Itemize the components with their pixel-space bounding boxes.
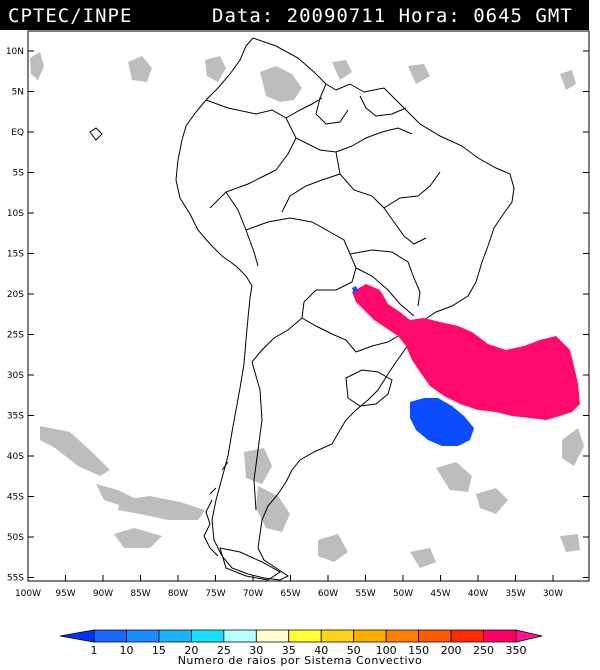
colorbar-label: 40 — [314, 644, 328, 657]
colorbar-swatch — [450, 629, 484, 643]
latitude-label: 5N — [12, 88, 24, 98]
longitude-label: 75W — [205, 589, 225, 599]
colorbar-label: 35 — [282, 644, 296, 657]
colorbar-label: 200 — [441, 644, 462, 657]
colorbar-swatch — [59, 629, 95, 643]
latitude-label: 35S — [7, 412, 24, 422]
colorbar-swatch — [353, 629, 387, 643]
convective-systems — [352, 284, 580, 446]
latitude-label: 50S — [7, 533, 24, 543]
latitude-label: 25S — [7, 331, 24, 341]
colorbar-label: 250 — [473, 644, 494, 657]
colorbar-label: 25 — [217, 644, 231, 657]
latitude-label: 10N — [6, 47, 24, 57]
colorbar-label: 15 — [152, 644, 166, 657]
latitude-label: 15S — [7, 250, 24, 260]
longitude-label: 30W — [543, 589, 563, 599]
colorbar-label: 100 — [376, 644, 397, 657]
longitude-label: 100W — [15, 589, 41, 599]
longitude-label: 95W — [55, 589, 75, 599]
date-time-label: Data: 20090711 Hora: 0645 GMT — [212, 5, 573, 27]
colorbar-label: 1 — [91, 644, 98, 657]
magenta-system-main — [352, 284, 580, 420]
longitude-label: 50W — [393, 589, 413, 599]
colorbar: 1 10 15 20 25 30 35 40 50 100 150 200 250 350 — [59, 629, 543, 657]
latitude-label: EQ — [11, 128, 24, 138]
longitude-label: 70W — [243, 589, 263, 599]
longitude-label: 60W — [318, 589, 338, 599]
colorbar-swatch — [288, 629, 322, 643]
colorbar-swatch — [418, 629, 452, 643]
country-borders — [205, 83, 441, 511]
title-bar: CPTEC/INPE Data: 20090711 Hora: 0645 GMT — [0, 0, 589, 30]
latitude-label: 5S — [13, 169, 25, 179]
latitude-label: 20S — [7, 290, 24, 300]
latitude-label: 30S — [7, 371, 24, 381]
colorbar-swatch — [93, 629, 127, 643]
colorbar-swatch — [190, 629, 225, 643]
latitude-label: 55S — [7, 574, 24, 584]
longitude-label: 85W — [130, 589, 150, 599]
colorbar-swatch — [255, 629, 290, 643]
longitude-label: 35W — [505, 589, 525, 599]
longitude-ticks: 100W 95W 90W 85W 80W 75W 70W 65W 60W 55W 50W 45W 40W… — [15, 575, 563, 599]
colorbar-swatch — [158, 629, 192, 643]
colorbar-label: 20 — [184, 644, 198, 657]
cloud-cover — [30, 52, 584, 568]
colorbar-label: 30 — [249, 644, 263, 657]
longitude-label: 45W — [430, 589, 450, 599]
land-borders — [89, 37, 515, 581]
longitude-label: 90W — [93, 589, 113, 599]
longitude-label: 55W — [355, 589, 375, 599]
uruguay-outline — [345, 369, 393, 407]
colorbar-swatch — [385, 629, 420, 643]
source-label: CPTEC/INPE — [8, 5, 133, 27]
longitude-label: 80W — [168, 589, 188, 599]
latitude-label: 40S — [7, 452, 24, 462]
blue-system — [410, 398, 474, 446]
colorbar-label: 350 — [506, 644, 527, 657]
blue-dot — [352, 286, 358, 293]
tierra-del-fuego — [219, 547, 281, 581]
latitude-label: 10S — [7, 209, 24, 219]
colorbar-swatch — [223, 629, 257, 643]
longitude-label: 40W — [468, 589, 488, 599]
latitude-ticks: 10N 5N EQ 5S 10S 15S 20S 25S 30S 35S 40S 45S 50S 55S — [6, 47, 589, 584]
colorbar-caption: Numero de raios por Sistema Convectivo — [177, 654, 423, 667]
colorbar-swatch — [320, 629, 355, 643]
continent-outline — [175, 37, 515, 581]
colorbar-label: 150 — [408, 644, 429, 657]
colorbar-swatch — [515, 629, 543, 643]
galapagos — [89, 127, 103, 141]
map-frame: 10N5NEQ5S10S15S20S25S30S35S40S45S50S55S … — [6, 30, 590, 599]
colorbar-label: 50 — [347, 644, 361, 657]
colorbar-swatch — [126, 629, 160, 643]
longitude-label: 65W — [280, 589, 300, 599]
colorbar-swatch — [483, 629, 517, 643]
chile-coast-islands — [203, 461, 229, 557]
colorbar-label: 10 — [119, 644, 133, 657]
latitude-label: 45S — [7, 493, 24, 503]
